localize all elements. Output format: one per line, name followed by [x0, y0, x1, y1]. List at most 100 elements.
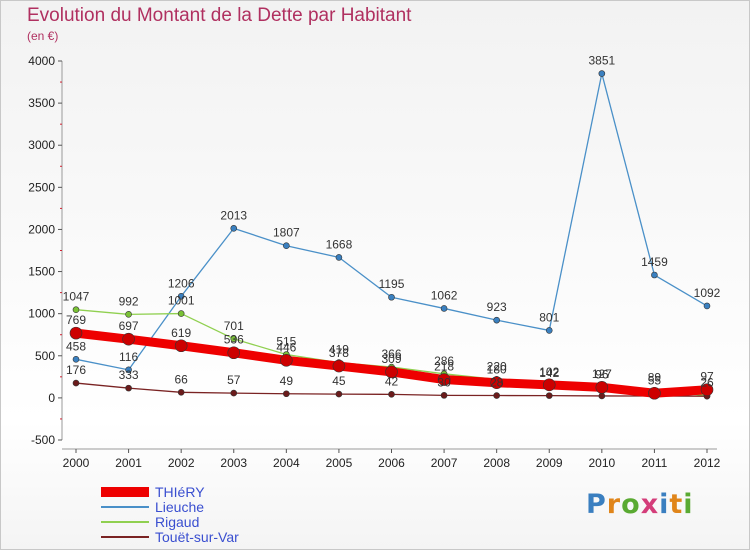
data-point-thi-ry — [595, 381, 609, 394]
x-tick-label: 2007 — [431, 456, 458, 470]
x-tick-label: 2003 — [220, 456, 247, 470]
data-point-thi-ry — [122, 332, 135, 346]
data-point-lieuche — [335, 254, 343, 261]
data-label-lieuche: 1459 — [641, 255, 668, 269]
x-tick-label: 2002 — [168, 456, 195, 470]
data-label-lieuche: 1668 — [326, 237, 353, 251]
data-label-rigaud: 1001 — [168, 294, 195, 308]
y-tick-label: 500 — [35, 349, 55, 363]
data-label-lieuche: 1062 — [431, 288, 458, 302]
data-label-lieuche: 2013 — [220, 208, 247, 222]
data-point-thi-ry — [174, 339, 188, 353]
legend-label-rigaud: Rigaud — [155, 514, 200, 530]
data-point-lieuche — [177, 293, 185, 300]
data-point-lieuche — [703, 302, 711, 310]
logo-letter: x — [640, 489, 660, 520]
data-label-thi-ry: 769 — [66, 313, 86, 327]
data-point-tou-t-sur-var — [125, 384, 132, 392]
data-label-rigaud: 366 — [381, 347, 401, 361]
data-label-tou-t-sur-var: 28 — [490, 376, 504, 390]
data-point-tou-t-sur-var — [335, 390, 343, 398]
logo-letter: i — [683, 489, 694, 520]
data-point-thi-ry — [437, 373, 451, 386]
data-label-thi-ry: 446 — [276, 340, 296, 354]
data-point-lieuche — [651, 271, 658, 279]
data-label-lieuche: 458 — [66, 339, 86, 353]
data-point-tou-t-sur-var — [440, 392, 448, 399]
y-tick-label: 4000 — [28, 54, 55, 68]
data-point-lieuche — [440, 305, 448, 312]
data-label-thi-ry: 180 — [487, 363, 507, 377]
data-label-tou-t-sur-var: 42 — [385, 374, 399, 388]
data-point-lieuche — [388, 293, 395, 301]
data-label-tou-t-sur-var: 57 — [227, 373, 241, 387]
data-label-lieuche: 116 — [119, 350, 138, 364]
x-tick-label: 2011 — [642, 456, 668, 470]
y-tick-label: 3000 — [28, 138, 55, 152]
data-point-thi-ry — [385, 365, 398, 379]
data-label-rigaud: 220 — [487, 359, 507, 373]
data-point-thi-ry — [648, 386, 661, 400]
data-label-rigaud: 1047 — [63, 290, 90, 304]
data-point-lieuche — [598, 70, 606, 77]
data-point-thi-ry — [490, 376, 503, 390]
y-tick-label: 1000 — [28, 307, 55, 321]
legend-swatch-lieuche — [101, 506, 149, 508]
data-label-thi-ry: 697 — [119, 319, 139, 333]
y-tick-label: 3500 — [28, 96, 55, 110]
data-label-thi-ry: 55 — [648, 373, 662, 387]
x-tick-label: 2000 — [63, 456, 90, 470]
data-point-lieuche — [72, 356, 80, 363]
data-point-lieuche — [545, 327, 553, 334]
data-label-tou-t-sur-var: 176 — [66, 363, 86, 377]
y-tick-label: 2000 — [28, 222, 55, 236]
data-point-tou-t-sur-var — [598, 392, 606, 400]
data-point-tou-t-sur-var — [72, 379, 80, 387]
legend-swatch-thiery — [101, 487, 149, 497]
data-point-tou-t-sur-var — [230, 389, 238, 397]
x-tick-label: 2001 — [115, 456, 142, 470]
y-tick-label: 1500 — [28, 265, 55, 279]
x-tick-label: 2004 — [273, 456, 300, 470]
data-label-rigaud: 26 — [700, 376, 714, 390]
data-point-tou-t-sur-var — [493, 392, 500, 399]
data-point-thi-ry — [69, 326, 83, 340]
logo-letter: t — [669, 489, 684, 520]
logo-letter: P — [586, 489, 607, 520]
legend-swatch-rigaud — [101, 521, 149, 523]
data-label-rigaud: 89 — [648, 370, 662, 384]
data-label-rigaud: 515 — [276, 335, 296, 349]
data-point-rigaud — [177, 310, 185, 317]
data-point-lieuche — [230, 225, 238, 232]
data-label-rigaud: 419 — [329, 343, 349, 357]
logo-letter: i — [659, 489, 670, 520]
data-point-rigaud — [230, 335, 238, 343]
data-label-tou-t-sur-var: 66 — [174, 372, 188, 386]
legend-label-thiery: THIéRY — [155, 484, 205, 500]
x-tick-label: 2009 — [536, 456, 563, 470]
logo-letter: o — [621, 489, 641, 520]
x-tick-label: 2012 — [694, 456, 721, 470]
data-point-thi-ry — [700, 383, 714, 397]
data-label-lieuche: 1807 — [273, 226, 300, 240]
data-label-lieuche: 1092 — [694, 286, 721, 300]
data-label-rigaud: 286 — [434, 354, 454, 368]
data-label-tou-t-sur-var: 49 — [280, 374, 294, 388]
data-label-thi-ry: 619 — [171, 326, 191, 340]
logo-letter: r — [606, 489, 622, 520]
chart-unit-label: (en €) — [27, 29, 59, 43]
data-point-thi-ry — [227, 346, 241, 360]
data-point-lieuche — [125, 366, 132, 374]
data-label-thi-ry: 309 — [381, 352, 401, 366]
data-point-thi-ry — [542, 378, 556, 392]
x-tick-label: 2006 — [378, 456, 405, 470]
data-label-lieuche: 923 — [487, 300, 507, 314]
legend-label-touet-sur-var: Touët-sur-Var — [155, 529, 239, 545]
data-point-tou-t-sur-var — [177, 389, 185, 396]
data-label-tou-t-sur-var: 30 — [437, 375, 451, 389]
data-label-tou-t-sur-var: 45 — [332, 374, 346, 388]
data-label-rigaud: 992 — [119, 294, 139, 308]
legend-label-lieuche: Lieuche — [155, 499, 205, 515]
